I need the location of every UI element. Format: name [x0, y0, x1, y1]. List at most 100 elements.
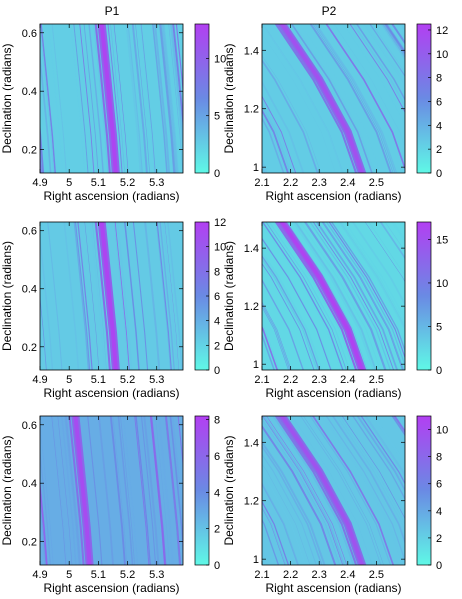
colorbar-tick-label: 8 — [214, 266, 220, 278]
heatmap-arc — [262, 483, 299, 565]
heatmap-arc — [286, 222, 368, 370]
peak-band — [279, 222, 365, 370]
x-tick-label: 4.9 — [32, 374, 47, 386]
heatmap-arc — [47, 24, 64, 173]
heatmap-arc — [167, 222, 183, 370]
heatmap-arc — [61, 416, 77, 565]
heatmap-arc — [290, 24, 373, 173]
x-tick-label: 2.5 — [369, 374, 384, 386]
y-tick-label: 1.4 — [244, 45, 259, 57]
heatmap-arc — [272, 416, 355, 565]
heatmap-arc — [266, 416, 348, 565]
heatmap-arc — [73, 24, 89, 173]
heatmap-arc — [262, 445, 323, 565]
x-tick-label: 5 — [66, 177, 72, 189]
heatmap-arc — [127, 24, 143, 173]
x-tick-label: 2.3 — [312, 374, 327, 386]
colorbar-tick-label: 6 — [214, 291, 220, 303]
x-tick-label: 5.3 — [149, 569, 164, 581]
y-axis-label: Declination (radians) — [222, 43, 236, 153]
heatmap-arc — [368, 222, 405, 276]
heatmap-arc — [262, 463, 311, 565]
colorbar-tick-label: 0 — [436, 168, 442, 180]
x-tick-label: 5 — [66, 569, 72, 581]
colorbar-tick-label: 2 — [436, 144, 442, 156]
heatmap-arc — [338, 416, 405, 525]
x-tick-label: 2.5 — [369, 177, 384, 189]
heatmap-arc — [352, 24, 405, 108]
heatmap-arc — [63, 222, 80, 370]
axes-frame — [39, 221, 184, 371]
heatmap-arc — [311, 416, 395, 565]
heatmap-arc — [156, 222, 172, 370]
y-tick-label: 0.6 — [22, 420, 37, 432]
colorbar-tick-label: 0 — [436, 560, 442, 572]
heatmap-arc — [172, 24, 183, 131]
heatmap-arc — [441, 20, 462, 177]
x-tick-label: 5 — [66, 374, 72, 386]
heatmap-arc — [262, 222, 344, 370]
y-tick-label: 1.2 — [244, 496, 259, 508]
x-tick-label: 2.3 — [312, 569, 327, 581]
x-tick-label: 5.1 — [91, 374, 106, 386]
heatmap-arc — [159, 222, 175, 370]
colorbar-tick-label: 2 — [214, 340, 220, 352]
heatmap-arc — [64, 416, 80, 565]
heatmap-arc — [107, 24, 123, 173]
y-tick-label: 0.6 — [22, 226, 37, 238]
heatmap-arc — [175, 20, 258, 177]
heatmap-arc — [207, 20, 222, 177]
heatmap-arc — [234, 218, 249, 374]
colorbar-tick-label: 0 — [436, 365, 442, 377]
heatmap-arc — [77, 222, 93, 370]
heatmap-arc — [328, 222, 405, 360]
x-axis-label: Right ascension (radians) — [265, 189, 401, 203]
colorbar-tick-label: 10 — [436, 49, 448, 61]
colorbar-tick-label: 8 — [214, 415, 220, 427]
heatmap-arc — [408, 412, 462, 569]
heatmap-arc — [139, 24, 156, 173]
colorbar-tick-label: 0 — [214, 365, 220, 377]
heatmap-arc — [262, 306, 289, 370]
y-tick-label: 1.4 — [244, 437, 259, 449]
colorbar — [416, 221, 432, 371]
heatmap-arc — [294, 222, 377, 370]
y-tick-label: 1.2 — [244, 301, 259, 313]
y-tick-label: 0.6 — [22, 28, 37, 40]
heatmap-arc — [265, 222, 347, 370]
heatmap-arc — [330, 222, 405, 353]
heatmap-arc — [157, 416, 174, 565]
x-tick-label: 2.4 — [340, 177, 355, 189]
heatmap-arc — [262, 223, 342, 370]
heatmap-arc — [262, 237, 332, 370]
heatmap-arc — [312, 24, 394, 173]
heatmap-arc — [300, 416, 382, 565]
heatmap-arc — [309, 24, 392, 173]
peak-band — [73, 416, 92, 565]
heatmap-arc — [135, 24, 150, 173]
colorbar-tick-label: 8 — [436, 452, 442, 464]
heatmap-arc — [363, 24, 405, 87]
y-axis-label: Declination (radians) — [222, 435, 236, 545]
heatmap-arc — [262, 469, 307, 565]
y-tick-label: 0.2 — [22, 342, 37, 354]
heatmap-arc — [153, 24, 171, 173]
heatmap-arc — [89, 222, 106, 370]
heatmap-arc — [309, 222, 391, 370]
heatmap-arc — [344, 222, 405, 321]
x-tick-label: 2.3 — [312, 177, 327, 189]
y-axis-label: Declination (radians) — [0, 43, 14, 153]
heatmap-arc — [262, 33, 336, 173]
colorbar-tick-label: 4 — [214, 487, 220, 499]
heatmap-arc — [165, 416, 182, 565]
y-tick-label: 0.4 — [22, 284, 37, 296]
heatmap-arc — [312, 222, 394, 370]
heatmap-arc — [51, 416, 67, 565]
colorbar — [194, 415, 210, 566]
secondary-band — [94, 222, 111, 370]
x-tick-label: 4.9 — [32, 177, 47, 189]
heatmap-panel-r2c2: 2.1 2.2 2.3 2.4 2.5 1 1.2 1.4 Right ascension (r… — [222, 221, 448, 400]
heatmap-arc — [40, 231, 54, 370]
heatmap-arc — [132, 222, 149, 370]
